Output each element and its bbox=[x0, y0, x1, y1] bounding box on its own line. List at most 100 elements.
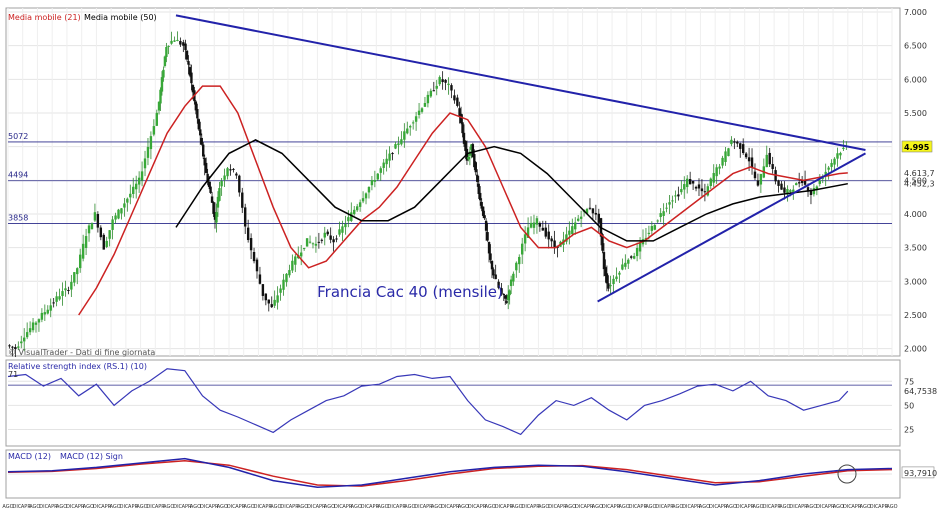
candle-body bbox=[34, 322, 38, 325]
candle-body bbox=[40, 312, 44, 320]
price-value-labels: 4.995 4.613,7 4.452,3 bbox=[901, 140, 935, 189]
candle-body bbox=[182, 42, 185, 46]
x-tick-label: DIC bbox=[66, 504, 75, 510]
price-candles bbox=[8, 31, 848, 358]
candle-body bbox=[353, 209, 356, 215]
x-tick-label: APR bbox=[101, 504, 111, 510]
candle-body bbox=[795, 183, 798, 186]
x-tick-label: APR bbox=[744, 504, 754, 510]
candle-body bbox=[756, 180, 760, 186]
candle-body bbox=[167, 45, 170, 47]
candle-body bbox=[212, 202, 215, 214]
x-tick-label: AGO bbox=[217, 504, 228, 510]
candle-body bbox=[459, 113, 463, 123]
x-tick-label: APR bbox=[851, 504, 861, 510]
candle-body bbox=[17, 346, 20, 348]
candle-body bbox=[509, 279, 513, 287]
x-tick-label: DIC bbox=[870, 504, 879, 510]
candle-body bbox=[367, 186, 371, 193]
candle-body bbox=[347, 217, 350, 222]
candle-body bbox=[23, 337, 26, 342]
x-tick-label: DIC bbox=[254, 504, 263, 510]
candle-body bbox=[500, 288, 503, 294]
x-tick-label: DIC bbox=[789, 504, 798, 510]
candle-body bbox=[486, 232, 489, 241]
x-tick-label: DIC bbox=[655, 504, 664, 510]
candle-body bbox=[391, 153, 394, 155]
x-tick-label: AGO bbox=[752, 504, 763, 510]
candle-body bbox=[541, 227, 545, 231]
candle-body bbox=[232, 168, 235, 170]
candle-body bbox=[568, 230, 571, 235]
candle-body bbox=[149, 136, 153, 150]
level-label: 5072 bbox=[8, 132, 28, 141]
candle-body bbox=[191, 85, 195, 93]
macd-last-label: 93,7910 bbox=[904, 469, 937, 478]
candle-body bbox=[538, 223, 542, 227]
candle-body bbox=[494, 274, 497, 280]
x-tick-label: AGO bbox=[2, 504, 13, 510]
candle-body bbox=[529, 222, 533, 228]
candle-body bbox=[683, 184, 686, 190]
candle-body bbox=[474, 162, 477, 173]
candle-body bbox=[190, 72, 193, 84]
legend-entry: Media mobile (21) bbox=[8, 13, 81, 22]
x-tick-label: AGO bbox=[404, 504, 415, 510]
rsi-tick-label: 50 bbox=[904, 401, 914, 410]
candle-body bbox=[229, 169, 232, 171]
candle-body bbox=[350, 212, 353, 221]
x-tick-label: APR bbox=[235, 504, 245, 510]
x-tick-label: AGO bbox=[29, 504, 40, 510]
candle-body bbox=[462, 132, 466, 144]
candle-body bbox=[653, 225, 656, 230]
candle-body bbox=[792, 189, 795, 192]
chart-title: Francia Cac 40 (mensile) bbox=[317, 283, 503, 301]
candle-body bbox=[544, 227, 547, 237]
candle-body bbox=[621, 264, 624, 270]
candle-body bbox=[591, 208, 595, 214]
candle-body bbox=[718, 166, 721, 169]
candle-body bbox=[235, 173, 238, 176]
candle-body bbox=[406, 128, 409, 134]
x-tick-label: APR bbox=[48, 504, 58, 510]
candle-body bbox=[715, 167, 718, 177]
candle-body bbox=[288, 270, 291, 276]
rsi-tick-label: 25 bbox=[904, 426, 914, 435]
candle-body bbox=[305, 238, 309, 247]
candle-body bbox=[320, 239, 324, 241]
x-tick-label: AGO bbox=[619, 504, 630, 510]
x-tick-label: APR bbox=[530, 504, 540, 510]
candle-body bbox=[361, 198, 365, 202]
candle-body bbox=[409, 126, 412, 128]
candle-body bbox=[46, 309, 49, 314]
candle-body bbox=[464, 141, 467, 151]
candle-body bbox=[694, 186, 698, 189]
x-tick-label: APR bbox=[771, 504, 781, 510]
candle-body bbox=[706, 186, 710, 196]
rsi-axis: 75 50 25 bbox=[904, 377, 914, 434]
macd-panel: MACD (12) MACD (12) Sign 93,7910 bbox=[5, 449, 937, 499]
candle-body bbox=[800, 180, 804, 183]
candle-body bbox=[809, 190, 813, 196]
candle-body bbox=[282, 279, 285, 290]
candle-body bbox=[218, 188, 221, 201]
candle-body bbox=[355, 206, 359, 211]
candle-body bbox=[258, 274, 262, 284]
candle-body bbox=[479, 192, 482, 201]
candle-body bbox=[674, 195, 677, 197]
x-tick-label: DIC bbox=[629, 504, 638, 510]
candle-body bbox=[117, 209, 120, 219]
candle-body bbox=[43, 312, 47, 315]
candle-body bbox=[624, 262, 627, 267]
price-levels: 5072 4494 3858 bbox=[8, 132, 892, 224]
level-label: 4494 bbox=[8, 171, 28, 180]
candle-body bbox=[429, 90, 433, 97]
price-panel: 7.0006.5006.0005.5005.0004.5004.0003.500… bbox=[5, 7, 935, 358]
x-tick-label: AGO bbox=[860, 504, 871, 510]
candle-body bbox=[736, 141, 739, 144]
candle-body bbox=[155, 112, 159, 126]
candle-body bbox=[70, 281, 73, 290]
ma21-line bbox=[78, 85, 848, 316]
x-tick-label: AGO bbox=[377, 504, 388, 510]
x-tick-label: AGO bbox=[645, 504, 656, 510]
